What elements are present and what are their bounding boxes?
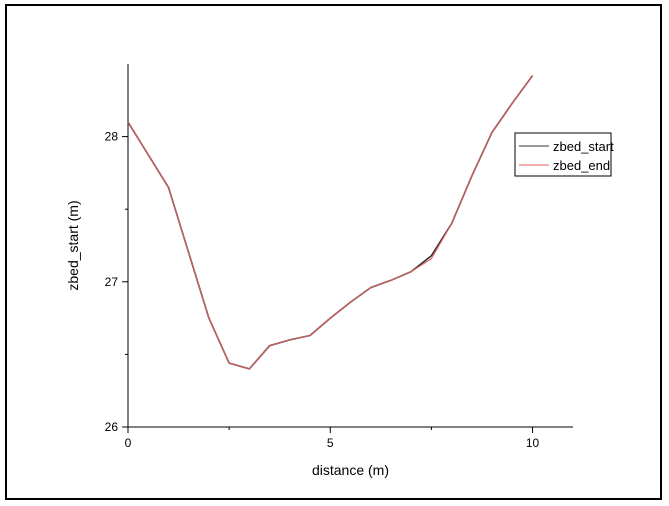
legend-label-zbed-start: zbed_start: [553, 139, 614, 154]
legend: zbed_start zbed_end: [514, 132, 614, 177]
y-tick-label: 27: [105, 275, 119, 289]
x-tick-label: 5: [327, 436, 334, 450]
x-tick-label: 10: [526, 436, 540, 450]
y-axis-label: zbed_start (m): [65, 200, 81, 290]
series-line-zbed-end: [127, 75, 533, 370]
legend-label-zbed-end: zbed_end: [553, 158, 610, 173]
x-axis-label: distance (m): [312, 462, 389, 478]
y-tick-label: 26: [105, 420, 119, 434]
series-line-zbed-start: [127, 75, 534, 370]
series-layer: [127, 75, 534, 370]
chart-frame: [5, 4, 662, 500]
ticks: 0 5 10 26 27 28: [105, 130, 540, 450]
legend-box: [514, 132, 612, 177]
x-tick-label: 0: [125, 436, 132, 450]
y-tick-label: 28: [105, 130, 119, 144]
axes: [127, 64, 573, 428]
